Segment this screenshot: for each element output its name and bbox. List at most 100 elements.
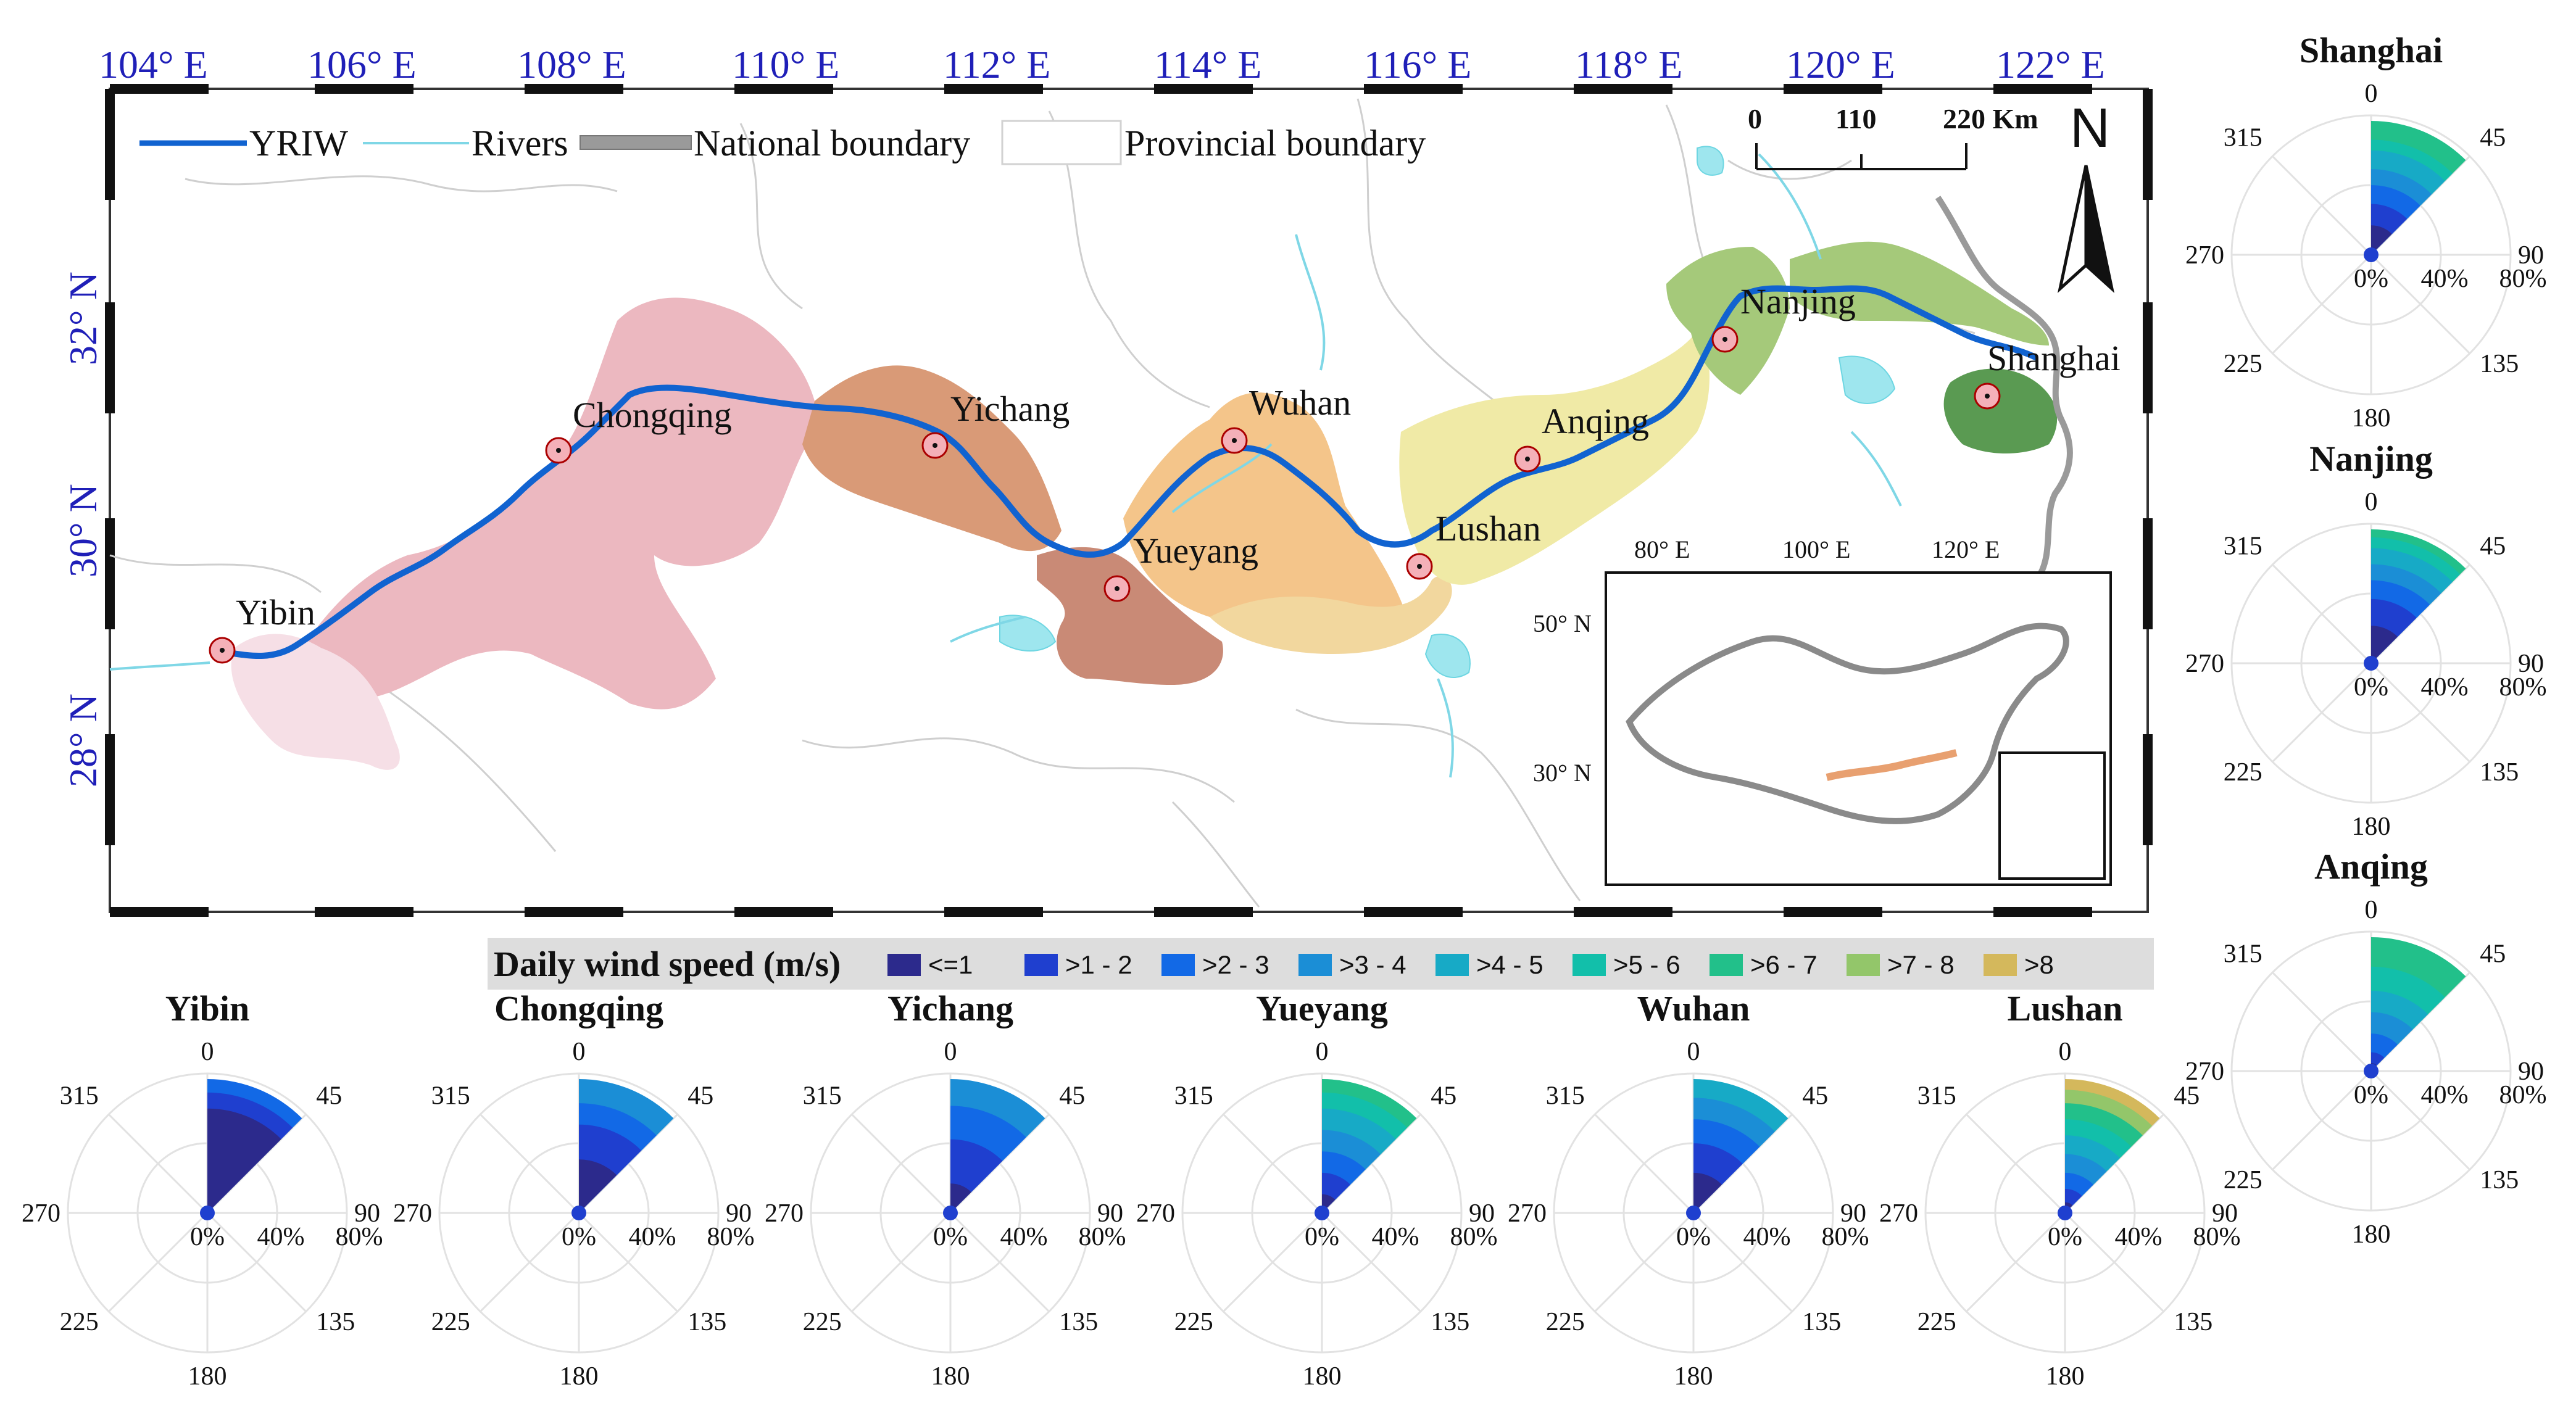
- rose-dir-label: 315: [2224, 532, 2262, 561]
- legend-rivers-label: Rivers: [472, 123, 568, 163]
- rose-ring-label: 0%: [2354, 265, 2388, 293]
- rose-ring-label: 40%: [257, 1223, 305, 1251]
- wind-legend-label: >5 - 6: [1613, 950, 1681, 979]
- inset-lat-30: 30° N: [1533, 759, 1592, 787]
- rose-ring-label: 0%: [190, 1223, 225, 1251]
- legend-national-swatch: [580, 135, 692, 150]
- wind-legend-title: Daily wind speed (m/s): [494, 944, 841, 984]
- scalebar-0: 0: [1748, 103, 1762, 134]
- city-labels: Chongqing Yichang Wuhan Yueyang Anqing N…: [236, 281, 2121, 632]
- rose-dir-label: 180: [560, 1362, 599, 1391]
- rose-center: [571, 1206, 586, 1220]
- rose-dir-label: 180: [931, 1362, 970, 1391]
- rose-ring-label: 40%: [1000, 1223, 1048, 1251]
- wind-legend-label: >3 - 4: [1339, 950, 1406, 979]
- region-wuhan: [1123, 392, 1407, 648]
- rose-dir-label: 45: [688, 1082, 713, 1111]
- rose-dir-label: 270: [1508, 1199, 1547, 1228]
- rose-center: [2364, 247, 2379, 262]
- wind-legend-label: <=1: [928, 950, 973, 979]
- rose-title: Chongqing: [494, 988, 663, 1028]
- rose-dir-label: 270: [393, 1199, 432, 1228]
- frame-ticks: [105, 84, 2153, 917]
- lon-label-118: 118° E: [1575, 43, 1682, 86]
- region-chongqing: [290, 297, 815, 710]
- rose-dir-label: 225: [803, 1308, 842, 1336]
- legend-provincial-label: Provincial boundary: [1124, 123, 1426, 163]
- city-label-wuhan: Wuhan: [1249, 383, 1351, 423]
- rose-ring-label: 80%: [1450, 1223, 1498, 1251]
- rose-dir-label: 315: [803, 1082, 842, 1111]
- rose-dir-label: 135: [2174, 1308, 2212, 1336]
- city-marker-yueyang: [1103, 575, 1131, 602]
- rose-dir-label: 180: [1303, 1362, 1342, 1391]
- wind-rose-chongqing: Chongqing 0 45 90 135 180 225 270 315 0% 40% 80%: [393, 988, 755, 1391]
- inset-lon-120: 120° E: [1932, 536, 2000, 563]
- rose-dir-label: 135: [1802, 1308, 1841, 1336]
- rose-dir-label: 45: [2480, 940, 2506, 969]
- rose-dir-label: 0: [573, 1038, 586, 1066]
- rose-dir-label: 180: [1674, 1362, 1713, 1391]
- rose-dir-label: 45: [2480, 124, 2506, 152]
- lon-label-108: 108° E: [517, 43, 626, 86]
- wind-legend-item: >6 - 7: [1710, 950, 1818, 979]
- rose-center: [2058, 1206, 2072, 1220]
- rose-wedge-<=1: [950, 1183, 971, 1213]
- rose-dir-label: 270: [1879, 1199, 1918, 1228]
- lon-label-106: 106° E: [307, 43, 417, 86]
- city-label-chongqing: Chongqing: [573, 395, 732, 435]
- rose-dir-label: 135: [2480, 758, 2519, 787]
- wind-legend-item: >3 - 4: [1298, 950, 1406, 979]
- rose-dir-label: 225: [2224, 350, 2262, 378]
- legend-provincial-swatch: [1001, 120, 1122, 165]
- rose-ring-label: 0%: [2354, 1081, 2388, 1109]
- rose-dir-label: 45: [316, 1082, 342, 1111]
- rose-ring-label: 0%: [933, 1223, 968, 1251]
- rose-ring-label: 40%: [2421, 1081, 2469, 1109]
- wind-legend-label: >7 - 8: [1887, 950, 1955, 979]
- rose-dir-label: 90: [2518, 241, 2544, 270]
- rose-dir-label: 0: [1316, 1038, 1329, 1066]
- wind-rose-lushan: Lushan 0 45 90 135 180 225 270 315 0% 40% 80%: [1879, 988, 2241, 1391]
- rose-dir-label: 270: [2185, 1057, 2224, 1086]
- city-label-yichang: Yichang: [950, 389, 1070, 429]
- rose-dir-label: 90: [2518, 1057, 2544, 1086]
- wind-legend-item: >8: [1984, 950, 2054, 979]
- region-lushan: [1210, 576, 1452, 654]
- city-label-lushan: Lushan: [1435, 508, 1541, 548]
- region-yueyang: [1037, 547, 1223, 685]
- scalebar-110: 110: [1835, 103, 1876, 134]
- rose-ring-label: 80%: [2499, 673, 2547, 701]
- region-yibin: [231, 634, 400, 770]
- scalebar: 0 110 220 Km: [1748, 103, 2038, 170]
- rose-ring-label: 80%: [1079, 1223, 1126, 1251]
- wind-rose-yueyang: Yueyang 0 45 90 135 180 225 270 315 0% 40% 80%: [1136, 988, 1498, 1391]
- rose-dir-label: 0: [2365, 896, 2378, 924]
- region-nanjing-east: [1790, 241, 2049, 346]
- rose-ring-label: 0%: [2048, 1223, 2082, 1251]
- rose-dir-label: 135: [2480, 350, 2519, 378]
- rose-dir-label: 225: [1546, 1308, 1585, 1336]
- rose-title: Nanjing: [2309, 439, 2433, 479]
- city-marker-wuhan: [1221, 427, 1248, 454]
- lat-labels: 32° N 30° N 28° N: [61, 271, 105, 787]
- rose-dir-label: 135: [688, 1308, 726, 1336]
- lat-label-28: 28° N: [61, 693, 105, 787]
- wind-legend-label: >2 - 3: [1202, 950, 1269, 979]
- rose-title: Wuhan: [1637, 988, 1750, 1028]
- rose-dir-label: 315: [431, 1082, 470, 1111]
- rose-dir-label: 270: [765, 1199, 804, 1228]
- rose-dir-label: 225: [1174, 1308, 1213, 1336]
- rose-dir-label: 270: [22, 1199, 60, 1228]
- rose-dir-label: 180: [2352, 404, 2391, 432]
- rose-ring-label: 40%: [2421, 673, 2469, 701]
- lon-label-112: 112° E: [943, 43, 1050, 86]
- wind-legend-swatch: [1984, 954, 2017, 976]
- city-label-nanjing: Nanjing: [1740, 281, 1856, 321]
- rivers: [109, 153, 1902, 778]
- rose-title: Shanghai: [2300, 30, 2443, 70]
- region-anqing: [1399, 321, 1710, 585]
- rose-dir-label: 180: [2046, 1362, 2085, 1391]
- lon-label-116: 116° E: [1364, 43, 1471, 86]
- rose-dir-label: 315: [1174, 1082, 1213, 1111]
